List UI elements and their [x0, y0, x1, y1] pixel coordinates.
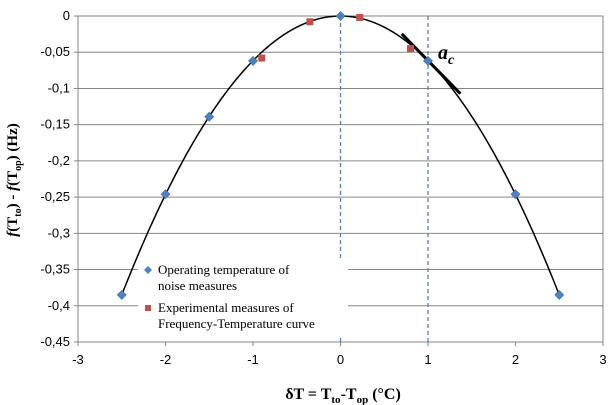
y-tick-labels: 0 -0,05 -0,1 -0,15 -0,2 -0,25 -0,3 -0,35 -0,4 -0,…	[40, 8, 70, 349]
x-tick-label: 1	[424, 352, 431, 367]
tangent-label-sub: c	[448, 53, 455, 68]
legend-label-1-line-2: noise measures	[158, 278, 237, 293]
x-tick-labels: -3 -2 -1 0 1 2 3	[72, 352, 606, 367]
tangent-line	[400, 32, 462, 95]
legend-label-1-line-1: Operating temperature of	[158, 262, 290, 277]
data-point-diamond	[510, 189, 521, 200]
x-tick-label: -1	[247, 352, 259, 367]
tangent-label: ac	[438, 42, 455, 68]
x-tick-label: -3	[72, 352, 84, 367]
data-point-square	[407, 45, 414, 53]
x-axis-title: δT = Tto-Top (°C)	[285, 386, 401, 405]
data-point-square	[356, 13, 364, 21]
legend-marker-square	[145, 305, 151, 311]
legend: Operating temperature of noise measures …	[138, 258, 348, 338]
data-point-diamond	[160, 189, 171, 200]
data-point-diamond	[248, 55, 258, 66]
data-point-square	[306, 18, 314, 26]
data-point-diamond	[204, 111, 215, 122]
data-markers	[116, 11, 565, 300]
data-point-diamond	[423, 55, 433, 66]
y-tick-label: -0,45	[40, 334, 70, 349]
y-tick-label: -0,3	[48, 225, 70, 240]
data-point-diamond	[116, 289, 127, 300]
legend-marker-diamond	[144, 266, 152, 274]
data-point-square	[258, 54, 266, 62]
y-tick-label: -0,2	[48, 153, 70, 168]
fitted-curve	[121, 15, 560, 296]
x-tick-label: 0	[337, 352, 344, 367]
vertical-reference-lines	[339, 16, 429, 342]
y-tick-label: -0,25	[40, 189, 70, 204]
data-point-diamond	[335, 11, 346, 21]
x-tick-label: -2	[160, 352, 172, 367]
y-tick-label: -0,15	[40, 117, 70, 132]
y-tick-label: -0,35	[40, 262, 70, 277]
x-tick-label: 3	[599, 352, 606, 367]
legend-label-2-line-2: Frequency-Temperature curve	[158, 316, 315, 331]
legend-label-2-line-1: Experimental measures of	[158, 300, 294, 315]
y-tick-label: 0	[63, 8, 70, 23]
data-point-diamond	[554, 289, 565, 300]
y-tick-label: -0,1	[48, 80, 70, 95]
x-tick-label: 2	[512, 352, 519, 367]
y-tick-label: -0,4	[48, 298, 70, 313]
legend-box	[138, 258, 348, 338]
y-axis-title: f(Tto) - f(Top) (Hz)	[5, 123, 24, 236]
y-tick-label: -0,05	[40, 44, 70, 59]
tangent-label-main: a	[438, 42, 448, 64]
